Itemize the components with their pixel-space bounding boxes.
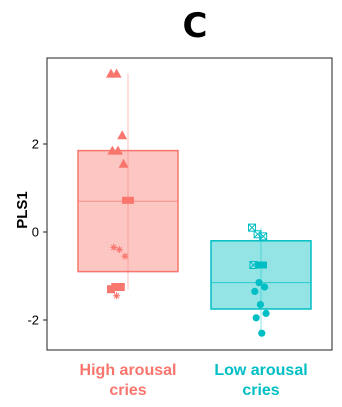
data-point <box>113 292 121 300</box>
category-label: Low arousal cries <box>214 362 307 399</box>
data-point <box>121 252 129 260</box>
y-axis-ticks: -2 0 2 <box>27 137 47 328</box>
data-point <box>111 283 120 291</box>
y-tick-label: 0 <box>32 225 39 240</box>
data-point <box>107 285 115 294</box>
data-point <box>111 68 122 78</box>
box-iqr <box>77 149 179 273</box>
data-point <box>110 243 118 251</box>
data-point <box>118 158 129 168</box>
data-point <box>252 314 260 322</box>
data-point <box>248 223 256 232</box>
boxes-layer <box>77 68 312 337</box>
box-group <box>77 68 179 300</box>
data-point <box>262 309 270 317</box>
data-point <box>256 301 264 309</box>
y-axis-label: PLS1 <box>14 191 31 229</box>
data-point <box>249 261 258 269</box>
data-point <box>115 246 123 254</box>
data-point <box>261 283 269 291</box>
category-label: High arousal cries <box>80 362 177 399</box>
panel-letter: C <box>183 6 208 46</box>
data-point <box>117 130 128 140</box>
box-group <box>210 223 312 337</box>
data-point <box>258 329 266 337</box>
y-tick-label: -2 <box>27 313 39 328</box>
box-iqr <box>210 240 312 310</box>
data-point <box>255 279 263 287</box>
plot-frame <box>46 57 333 351</box>
data-point <box>113 145 123 155</box>
category-labels: High arousal cries Low arousal cries <box>80 362 308 399</box>
data-point <box>116 283 125 291</box>
data-point <box>259 232 268 241</box>
mean-marker <box>122 196 134 204</box>
y-tick-label: 2 <box>32 137 39 152</box>
mean-marker <box>255 261 267 269</box>
data-point <box>251 287 259 295</box>
